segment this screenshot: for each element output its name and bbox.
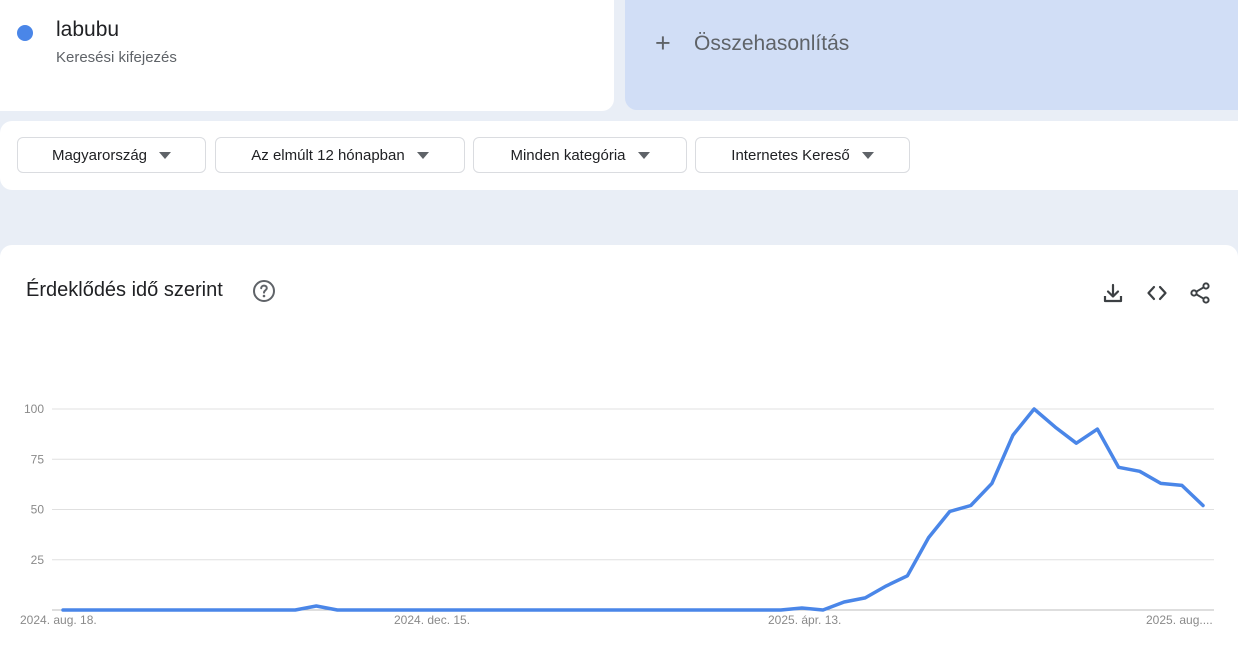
- filter-time-range-label: Az elmúlt 12 hónapban: [251, 146, 405, 164]
- x-tick-label: 2025. aug....: [1146, 613, 1213, 627]
- series-line-labubu: [61, 407, 1205, 612]
- y-tick-label: 75: [31, 452, 45, 466]
- x-tick-label: 2025. ápr. 13.: [768, 613, 841, 627]
- line-chart: 25 50 75 100 2024. aug. 18. 2024. dec. 15. 202…: [20, 402, 1214, 627]
- filter-category-label: Minden kategória: [510, 146, 626, 164]
- code-icon[interactable]: [1145, 281, 1169, 305]
- filter-time-range[interactable]: Az elmúlt 12 hónapban: [215, 137, 465, 173]
- filter-region[interactable]: Magyarország: [17, 137, 206, 173]
- y-tick-label: 25: [31, 553, 45, 567]
- filter-search-type[interactable]: Internetes Kereső: [695, 137, 910, 173]
- filter-region-label: Magyarország: [51, 146, 148, 164]
- plus-icon: +: [655, 28, 671, 58]
- search-term-card[interactable]: labubu Keresési kifejezés: [0, 0, 614, 111]
- compare-label: Összehasonlítás: [694, 32, 850, 55]
- x-tick-label: 2024. aug. 18.: [20, 613, 97, 627]
- share-icon[interactable]: [1188, 281, 1212, 305]
- filters-bar: Magyarország Az elmúlt 12 hónapban Minde…: [0, 121, 1238, 190]
- compare-button[interactable]: + Összehasonlítás: [625, 0, 1238, 110]
- y-tick-label: 50: [31, 503, 45, 517]
- interest-over-time-card: Érdeklődés idő szerint 25 50 75 100 2024. au…: [0, 245, 1238, 670]
- caret-down-icon: [416, 151, 429, 159]
- caret-down-icon: [159, 151, 172, 159]
- search-term-name: labubu: [56, 18, 120, 41]
- help-icon[interactable]: [252, 279, 276, 303]
- chart-title: Érdeklődés idő szerint: [26, 279, 223, 301]
- term-color-dot: [17, 25, 33, 41]
- search-term-type: Keresési kifejezés: [56, 49, 177, 66]
- y-tick-label: 100: [24, 402, 44, 416]
- download-icon[interactable]: [1101, 281, 1125, 305]
- filter-category[interactable]: Minden kategória: [473, 137, 687, 173]
- caret-down-icon: [861, 151, 874, 159]
- filter-search-type-label: Internetes Kereső: [731, 146, 850, 164]
- caret-down-icon: [637, 151, 650, 159]
- x-tick-label: 2024. dec. 15.: [394, 613, 470, 627]
